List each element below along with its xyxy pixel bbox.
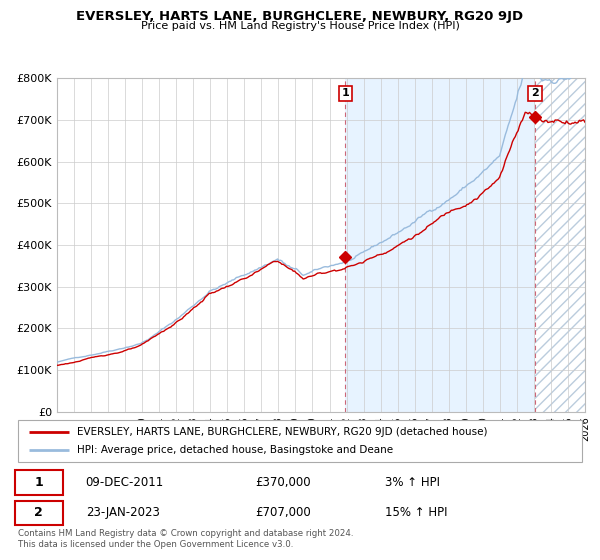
Bar — [535, 78, 585, 412]
Bar — [345, 78, 535, 412]
Text: £370,000: £370,000 — [255, 475, 311, 489]
Text: 23-JAN-2023: 23-JAN-2023 — [86, 506, 160, 520]
Text: 09-DEC-2011: 09-DEC-2011 — [86, 475, 164, 489]
Text: 3% ↑ HPI: 3% ↑ HPI — [385, 475, 440, 489]
Text: EVERSLEY, HARTS LANE, BURGHCLERE, NEWBURY, RG20 9JD: EVERSLEY, HARTS LANE, BURGHCLERE, NEWBUR… — [76, 10, 524, 23]
Text: Contains HM Land Registry data © Crown copyright and database right 2024.
This d: Contains HM Land Registry data © Crown c… — [18, 529, 353, 549]
Text: 1: 1 — [341, 88, 349, 99]
Text: 2: 2 — [34, 506, 43, 520]
Text: HPI: Average price, detached house, Basingstoke and Deane: HPI: Average price, detached house, Basi… — [77, 445, 394, 455]
Text: £707,000: £707,000 — [255, 506, 311, 520]
Text: 2: 2 — [531, 88, 539, 99]
Text: EVERSLEY, HARTS LANE, BURGHCLERE, NEWBURY, RG20 9JD (detached house): EVERSLEY, HARTS LANE, BURGHCLERE, NEWBUR… — [77, 427, 488, 437]
FancyBboxPatch shape — [15, 470, 63, 494]
Text: Price paid vs. HM Land Registry's House Price Index (HPI): Price paid vs. HM Land Registry's House … — [140, 21, 460, 31]
FancyBboxPatch shape — [15, 501, 63, 525]
Text: 15% ↑ HPI: 15% ↑ HPI — [385, 506, 447, 520]
Text: 1: 1 — [34, 475, 43, 489]
